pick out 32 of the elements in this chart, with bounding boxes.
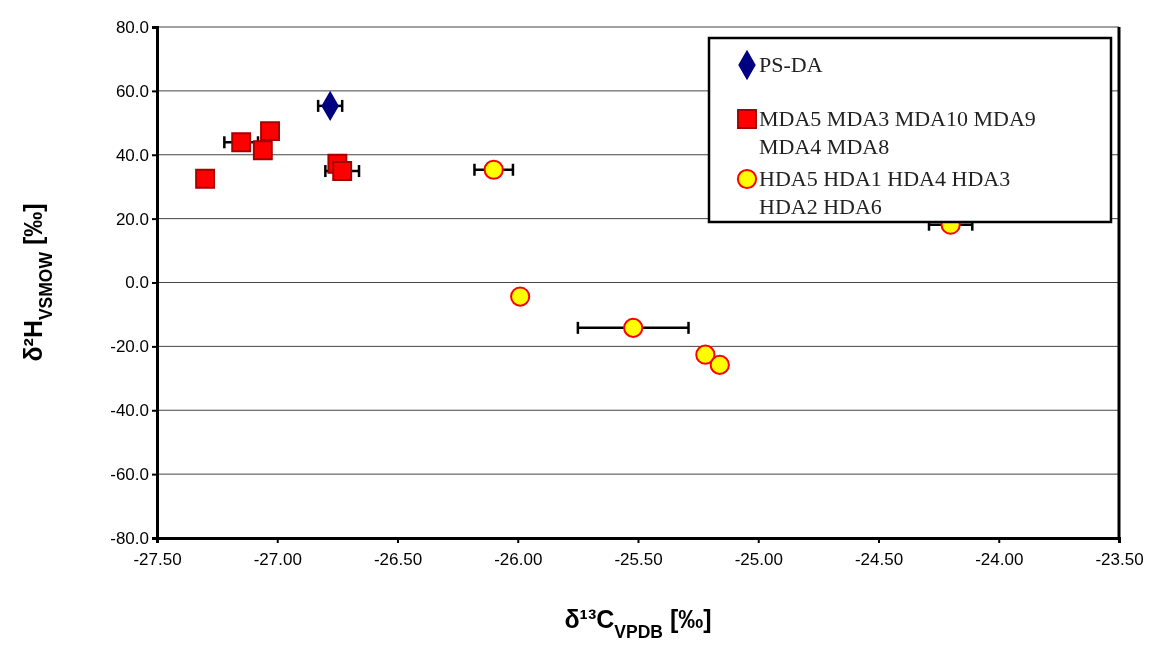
x-tick-label: -27.00 — [253, 549, 302, 569]
point — [510, 286, 531, 307]
point — [231, 132, 252, 153]
x-axis-title: δ¹³C$_{VPDB}$ [‰] — [564, 605, 712, 642]
point — [260, 121, 280, 142]
x-tick-label: -24.50 — [854, 549, 904, 569]
y-tick-label: 40.0 — [115, 145, 149, 165]
x-tick-label: -27.50 — [133, 549, 182, 569]
x-tick-label: -25.50 — [614, 549, 663, 569]
point — [709, 354, 730, 375]
point — [332, 161, 353, 181]
y-tick-label: -40.0 — [110, 401, 149, 421]
legend-label: PS-DA — [759, 52, 823, 77]
point — [252, 140, 273, 161]
y-tick-label: -60.0 — [110, 465, 149, 485]
x-tick-label: -26.00 — [494, 549, 543, 569]
y-tick-label: -20.0 — [110, 337, 149, 357]
legend-label: HDA5 HDA1 HDA4 HDA3 HDA2 HDA6 — [759, 166, 1011, 219]
point — [195, 168, 216, 189]
y-tick-label: 20.0 — [115, 209, 149, 229]
x-tick-label: -24.00 — [975, 549, 1024, 569]
y-tick-label: 0.0 — [125, 273, 149, 293]
y-tick-label: 60.0 — [115, 81, 149, 101]
x-tick-label: -26.50 — [373, 549, 423, 569]
x-tick-label: -23.50 — [1095, 549, 1144, 569]
point — [623, 317, 644, 338]
x-tick-label: -25.00 — [734, 549, 783, 569]
point — [483, 159, 504, 180]
y-tick-label: 80.0 — [115, 17, 149, 37]
y-tick-label: -80.0 — [110, 528, 149, 548]
legend-label: MDA5 MDA3 MDA10 MDA9 MDA4 MDA8 — [759, 106, 1036, 159]
point — [695, 344, 716, 365]
